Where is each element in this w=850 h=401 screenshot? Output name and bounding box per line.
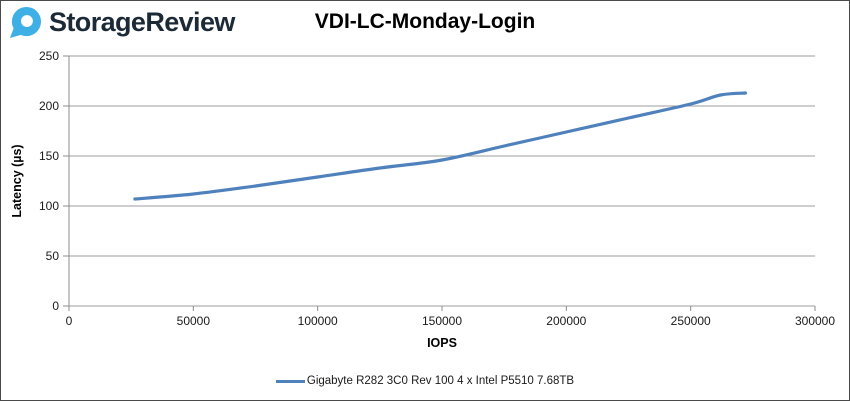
chart-title: VDI-LC-Monday-Login [314, 10, 536, 33]
storagereview-logo: StorageReview [7, 5, 235, 40]
y-tick-label: 100 [39, 199, 59, 213]
legend: Gigabyte R282 3C0 Rev 100 4 x Intel P551… [1, 371, 849, 391]
y-tick-label: 200 [39, 99, 59, 113]
x-tick-label: 300000 [795, 314, 835, 328]
y-tick-label: 250 [39, 49, 59, 63]
x-tick-label: 250000 [671, 314, 711, 328]
y-tick-label: 0 [52, 299, 59, 313]
x-axis-title: IOPS [427, 336, 457, 350]
legend-line-swatch [275, 379, 305, 383]
x-tick-label: 200000 [546, 314, 586, 328]
x-tick-label: 150000 [422, 314, 462, 328]
logo-text: StorageReview [49, 7, 235, 37]
legend-series-label: Gigabyte R282 3C0 Rev 100 4 x Intel P551… [306, 375, 575, 387]
series-line [133, 91, 747, 201]
x-tick-label: 0 [66, 314, 73, 328]
y-tick-label: 150 [39, 149, 59, 163]
y-axis-title: Latency (µs) [10, 144, 24, 217]
x-tick-label: 50000 [177, 314, 211, 328]
storagereview-logo-icon [9, 6, 42, 39]
x-tick-label: 100000 [298, 314, 338, 328]
y-tick-label: 50 [46, 249, 60, 263]
